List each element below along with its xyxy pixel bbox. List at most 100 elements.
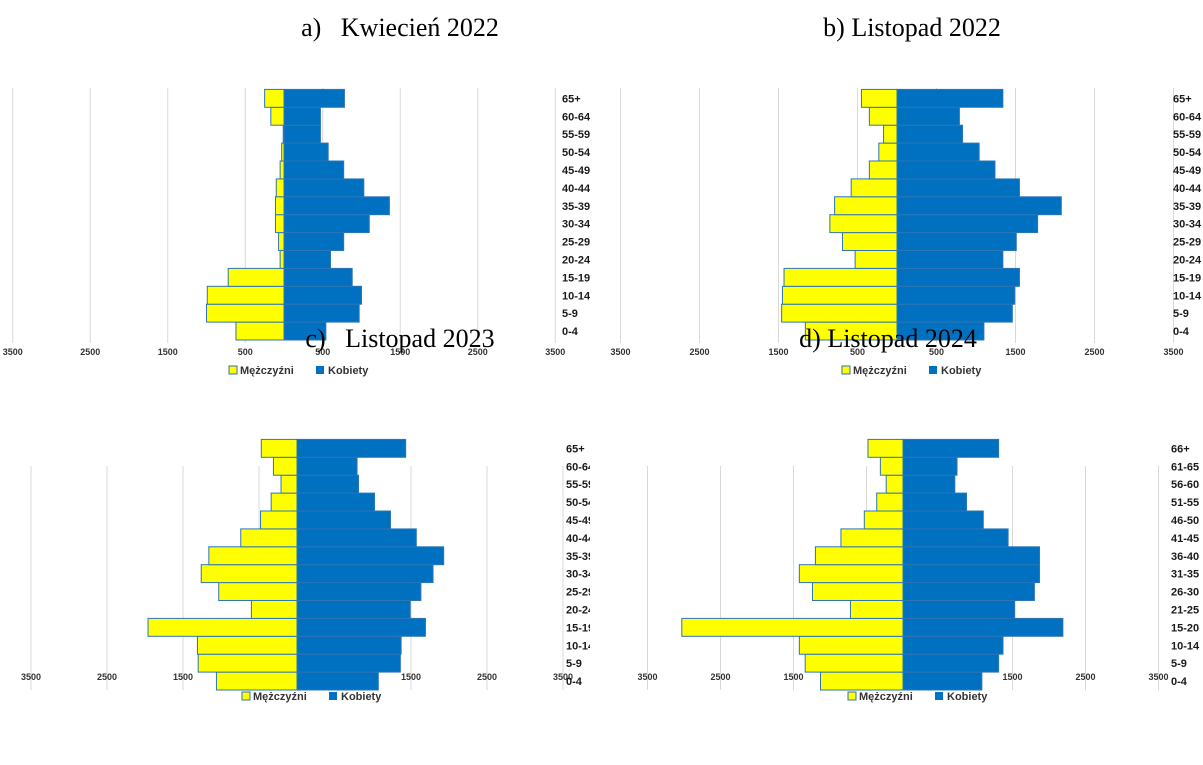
x-tick-label: 1500 xyxy=(768,347,788,357)
age-group-label: 0-4 xyxy=(562,326,579,338)
pyramid-chart-d: d) Listopad 2024 3500 2500 1500 500 500 1500 25… xyxy=(606,310,1203,765)
age-group-label: 50-54 xyxy=(566,497,590,509)
x-tick-label: 2500 xyxy=(97,672,117,682)
bar-women xyxy=(296,617,426,637)
bar-women xyxy=(896,196,1062,216)
bar-men xyxy=(829,214,898,234)
age-group-label: 30-34 xyxy=(566,569,590,581)
legend-label-men: Mężczyźni xyxy=(853,365,907,377)
bar-women xyxy=(896,232,1017,252)
x-tick-label: 2500 xyxy=(710,672,730,682)
bar-men xyxy=(879,456,904,476)
age-group-label: 5-9 xyxy=(1171,658,1187,670)
legend-swatch-women xyxy=(935,692,943,700)
age-group-label: 20-24 xyxy=(566,604,590,616)
x-tick-label: 1500 xyxy=(783,672,803,682)
legend-label-men: Mężczyźni xyxy=(240,365,294,377)
age-group-label: 15-19 xyxy=(1173,272,1201,284)
x-tick-label: 3500 xyxy=(553,672,573,682)
bar-men xyxy=(279,160,285,180)
x-tick-label: 2500 xyxy=(477,672,497,682)
bar-men xyxy=(270,492,298,512)
legend-label-men: Mężczyźni xyxy=(859,691,913,703)
bar-men xyxy=(279,250,285,269)
age-group-label: 45-49 xyxy=(566,515,590,527)
bar-women xyxy=(283,267,353,287)
bar-men xyxy=(781,285,898,305)
chart-svg: d) Listopad 2024 3500 2500 1500 500 500 1500 25… xyxy=(637,324,1200,703)
x-tick-label: 500 xyxy=(238,347,253,357)
bar-men xyxy=(681,617,904,637)
age-group-label: 55-59 xyxy=(566,479,590,491)
legend-label-women: Kobiety xyxy=(947,691,988,703)
bar-women xyxy=(283,178,365,198)
age-group-label: 30-34 xyxy=(1173,219,1202,231)
bar-men xyxy=(850,178,898,198)
age-group-label: 20-24 xyxy=(562,254,590,266)
bar-women xyxy=(896,88,1004,108)
x-tick-label: 500 xyxy=(315,347,330,357)
bar-men xyxy=(264,88,285,108)
bar-women xyxy=(896,178,1020,198)
chart-title: d) Listopad 2024 xyxy=(799,324,977,353)
chart-title: c) Listopad 2023 xyxy=(305,324,494,353)
legend-swatch-women xyxy=(316,366,324,374)
bar-men xyxy=(867,438,904,458)
bar-men xyxy=(804,653,904,673)
x-tick-label: 3500 xyxy=(1163,347,1183,357)
legend-swatch-men xyxy=(228,365,238,375)
legend-swatch-men xyxy=(241,691,251,701)
bar-men xyxy=(840,528,904,548)
age-group-label: 40-44 xyxy=(562,183,590,195)
age-group-label: 26-30 xyxy=(1171,587,1199,599)
age-group-label: 15-19 xyxy=(566,622,590,634)
bar-men xyxy=(275,178,285,198)
x-tick-label: 3500 xyxy=(545,347,565,357)
bar-women xyxy=(283,232,345,252)
bar-women xyxy=(296,456,358,476)
age-group-label: 10-14 xyxy=(562,290,590,302)
pyramid-chart-c: c) Listopad 2023 3500 2500 1500 500 500 1500 25… xyxy=(0,310,590,765)
age-group-label: 46-50 xyxy=(1171,515,1199,527)
age-group-label: 31-35 xyxy=(1171,569,1199,581)
bar-men xyxy=(811,582,904,602)
bar-men xyxy=(798,635,904,655)
age-group-label: 35-39 xyxy=(1173,201,1201,213)
bar-women xyxy=(896,124,964,144)
bar-men xyxy=(274,214,285,234)
age-group-label: 0-4 xyxy=(1173,326,1190,338)
legend-label-women: Kobiety xyxy=(941,365,982,377)
bar-men xyxy=(206,285,285,305)
x-tick-label: 2500 xyxy=(80,347,100,357)
age-group-label: 61-65 xyxy=(1171,461,1199,473)
bar-men xyxy=(260,438,298,458)
age-group-label: 65+ xyxy=(566,443,585,455)
x-tick-label: 3500 xyxy=(637,672,657,682)
bar-men xyxy=(854,250,898,269)
bar-women xyxy=(896,142,980,162)
bar-men xyxy=(200,564,298,584)
age-group-label: 25-29 xyxy=(1173,237,1201,249)
chart-svg: a) Kwiecień 2022 3500 2500 1500 500 500 1500 25… xyxy=(3,13,590,377)
bar-women xyxy=(296,510,391,530)
legend-swatch-women xyxy=(929,366,937,374)
bar-women xyxy=(296,582,422,602)
legend-swatch-women xyxy=(329,692,337,700)
bar-men xyxy=(208,546,298,566)
age-group-label: 15-19 xyxy=(562,272,590,284)
bar-men xyxy=(868,106,898,126)
age-group-label: 21-25 xyxy=(1171,604,1199,616)
age-group-label: 55-59 xyxy=(1173,129,1201,141)
pyramid-chart-a: a) Kwiecień 2022 3500 2500 1500 500 500 1500 25… xyxy=(0,0,590,380)
bar-men xyxy=(841,232,898,252)
bar-men xyxy=(863,510,904,530)
age-group-label: 40-44 xyxy=(566,533,590,545)
bar-men xyxy=(885,474,904,494)
age-group-label: 65+ xyxy=(1173,93,1192,105)
bar-women xyxy=(902,617,1064,637)
x-tick-label: 3500 xyxy=(610,347,630,357)
bar-men xyxy=(270,106,285,126)
bar-women xyxy=(902,653,1000,673)
bar-women xyxy=(283,88,345,108)
age-group-label: 30-34 xyxy=(562,219,590,231)
